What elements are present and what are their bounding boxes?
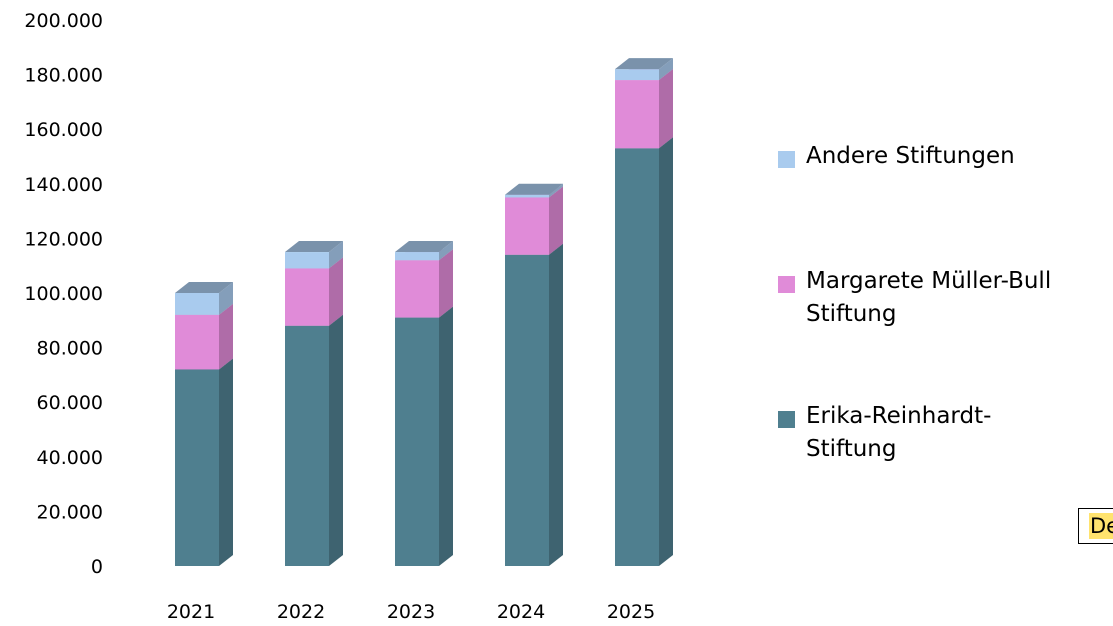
bar-segment: [395, 260, 439, 318]
bar-segment-top: [615, 58, 673, 70]
y-tick-label: 160.000: [24, 119, 103, 141]
bar-segment-side: [219, 303, 233, 370]
bar-segment-side: [549, 183, 563, 198]
bar-segment: [175, 369, 219, 566]
bar-segment: [505, 197, 549, 255]
bar-segment-top: [505, 183, 563, 195]
bar-segment-top: [285, 241, 343, 253]
bar-segment-side: [659, 69, 673, 149]
bar-segment-side: [549, 243, 563, 566]
legend-label: Margarete Müller-Bull: [806, 268, 1052, 294]
bar-segment: [285, 252, 329, 269]
y-tick-label: 180.000: [24, 65, 103, 87]
bar-segment: [615, 69, 659, 81]
y-tick-label: 80.000: [37, 338, 103, 360]
bar-segment-side: [329, 314, 343, 566]
bar-segment: [175, 293, 219, 315]
x-tick-label: 2025: [607, 601, 655, 623]
bar-segment: [505, 254, 549, 566]
note-text: De: [1089, 513, 1113, 539]
bar-segment-side: [659, 137, 673, 566]
bar-segment-side: [439, 241, 453, 261]
y-tick-label: 60.000: [37, 392, 103, 414]
legend-label: Stiftung: [806, 436, 897, 462]
y-tick-label: 200.000: [24, 10, 103, 32]
y-tick-label: 120.000: [24, 228, 103, 250]
bar-segment-side: [659, 58, 673, 81]
note-box: De: [1078, 508, 1113, 544]
legend-item: Margarete Müller-Bull Stiftung: [778, 265, 1051, 331]
bar-segment: [395, 252, 439, 261]
x-tick-label: 2021: [167, 601, 215, 623]
bar-segment-top: [175, 282, 233, 293]
bar-segment: [285, 325, 329, 566]
legend-label: Stiftung: [806, 301, 897, 327]
bar-segment-side: [329, 257, 343, 326]
legend-label: Erika-Reinhardt-: [806, 403, 992, 429]
bar-segment-side: [329, 241, 343, 269]
bar-segment: [615, 80, 659, 149]
legend-swatch: [778, 411, 795, 428]
bar-segment: [615, 148, 659, 566]
bar-segment: [505, 194, 549, 198]
legend-item: Andere Stiftungen: [778, 140, 1015, 173]
bar-segment-side: [549, 186, 563, 255]
bar-segment-side: [219, 358, 233, 566]
y-tick-label: 20.000: [37, 501, 103, 523]
bar-segment-side: [219, 282, 233, 315]
bar-segment: [285, 268, 329, 326]
x-tick-label: 2022: [277, 601, 325, 623]
legend-swatch: [778, 151, 795, 168]
y-tick-label: 0: [91, 556, 103, 578]
legend-swatch: [778, 276, 795, 293]
y-tick-label: 140.000: [24, 174, 103, 196]
bar-segment-top: [395, 241, 453, 253]
legend-label: Andere Stiftungen: [806, 143, 1015, 169]
y-tick-label: 100.000: [24, 283, 103, 305]
bar-segment: [395, 317, 439, 566]
y-tick-label: 40.000: [37, 447, 103, 469]
bar-segment: [175, 314, 219, 370]
bar-segment-side: [439, 306, 453, 566]
x-tick-label: 2023: [387, 601, 435, 623]
x-tick-label: 2024: [497, 601, 545, 623]
bar-segment-side: [439, 249, 453, 318]
legend-item: Erika-Reinhardt- Stiftung: [778, 400, 991, 466]
